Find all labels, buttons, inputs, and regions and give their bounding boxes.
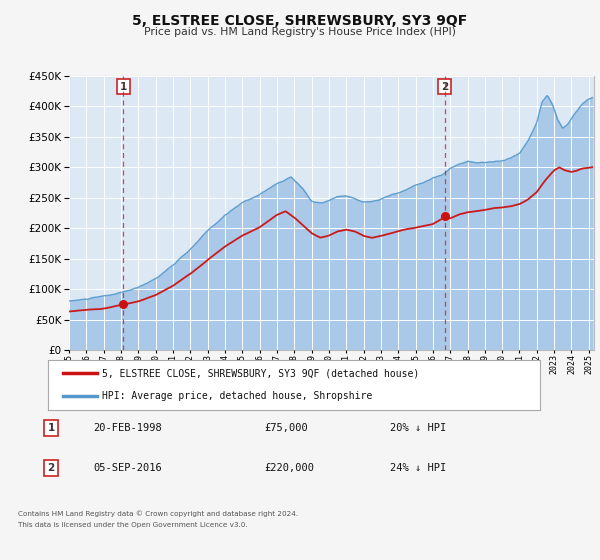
Text: This data is licensed under the Open Government Licence v3.0.: This data is licensed under the Open Gov… xyxy=(18,522,248,528)
Text: £220,000: £220,000 xyxy=(264,463,314,473)
Text: Contains HM Land Registry data © Crown copyright and database right 2024.: Contains HM Land Registry data © Crown c… xyxy=(18,511,298,517)
Text: £75,000: £75,000 xyxy=(264,423,308,433)
Text: 20% ↓ HPI: 20% ↓ HPI xyxy=(390,423,446,433)
Text: 1: 1 xyxy=(119,82,127,92)
Text: 5, ELSTREE CLOSE, SHREWSBURY, SY3 9QF: 5, ELSTREE CLOSE, SHREWSBURY, SY3 9QF xyxy=(133,14,467,28)
Text: Price paid vs. HM Land Registry's House Price Index (HPI): Price paid vs. HM Land Registry's House … xyxy=(144,27,456,37)
Text: 2: 2 xyxy=(47,463,55,473)
Text: 24% ↓ HPI: 24% ↓ HPI xyxy=(390,463,446,473)
Text: 2: 2 xyxy=(441,82,448,92)
Text: 5, ELSTREE CLOSE, SHREWSBURY, SY3 9QF (detached house): 5, ELSTREE CLOSE, SHREWSBURY, SY3 9QF (d… xyxy=(102,368,419,378)
Text: 05-SEP-2016: 05-SEP-2016 xyxy=(93,463,162,473)
Text: 20-FEB-1998: 20-FEB-1998 xyxy=(93,423,162,433)
Text: 1: 1 xyxy=(47,423,55,433)
Text: HPI: Average price, detached house, Shropshire: HPI: Average price, detached house, Shro… xyxy=(102,391,373,401)
